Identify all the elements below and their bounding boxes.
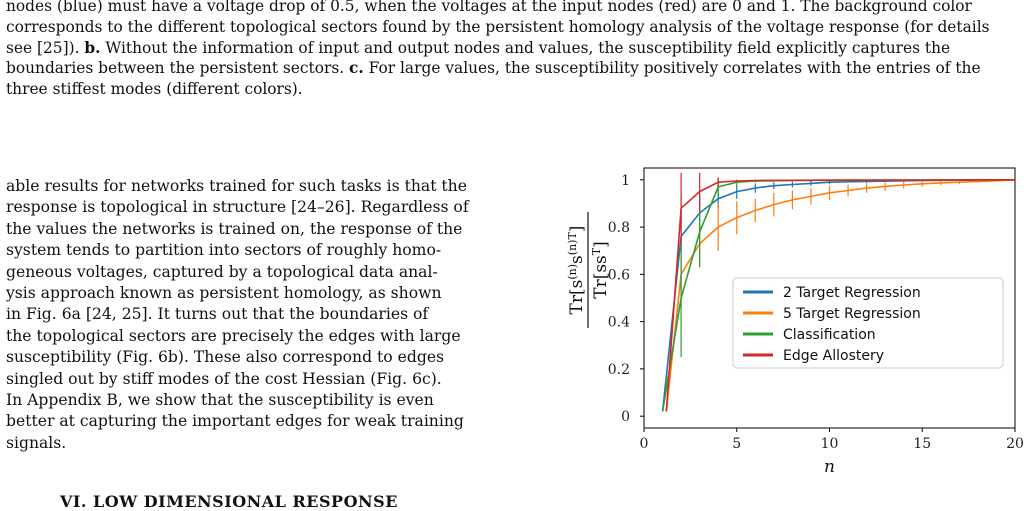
chart-svg: Tr[s(n)s(n)T] Tr[ssT] 0 5 10 15 20 0 0.2 0.4 0.6… bbox=[566, 167, 1024, 477]
panel-label-b: b. bbox=[84, 38, 101, 57]
caption-text: boundaries between the persistent sector… bbox=[6, 59, 350, 78]
body-line: susceptibility (Fig. 6b). These also cor… bbox=[6, 348, 445, 367]
y-tick-label: 0.6 bbox=[608, 267, 630, 283]
caption-line: corresponds to the different topological… bbox=[6, 17, 990, 36]
x-tick-label: 0 bbox=[640, 436, 649, 452]
x-tick-label: 5 bbox=[732, 436, 741, 452]
plot-area: 0 5 10 15 20 0 0.2 0.4 0.6 0.8 1 n 2 Target Regressi… bbox=[608, 167, 1024, 477]
body-line: system tends to partition into sectors o… bbox=[6, 241, 442, 260]
caption-line: see [25]). b. Without the information of… bbox=[6, 38, 1022, 59]
body-line: signals. bbox=[6, 433, 67, 452]
x-axis-label: n bbox=[824, 457, 835, 477]
y-tick-label: 0 bbox=[621, 409, 630, 425]
body-line: geneous voltages, captured by a topologi… bbox=[6, 262, 438, 281]
caption-text: see [25]). bbox=[6, 38, 85, 57]
body-paragraph: able results for networks trained for su… bbox=[6, 176, 506, 454]
caption-line: boundaries between the persistent sector… bbox=[6, 58, 1022, 79]
x-tick-label: 15 bbox=[913, 436, 931, 452]
legend-entry: Classification bbox=[783, 327, 876, 343]
section-heading: VI. LOW DIMENSIONAL RESPONSE bbox=[60, 492, 398, 511]
body-line: the values the networks is trained on, t… bbox=[6, 219, 463, 238]
y-tick-label: 0.4 bbox=[608, 315, 630, 331]
panel-label-c: c. bbox=[349, 59, 364, 78]
legend-entry: Edge Allostery bbox=[783, 348, 884, 364]
body-line: the topological sectors are precisely th… bbox=[6, 326, 461, 345]
body-line: ysis approach known as persistent homolo… bbox=[6, 284, 442, 303]
caption-line: nodes (blue) must have a voltage drop of… bbox=[6, 0, 972, 15]
body-line: better at capturing the important edges … bbox=[6, 412, 464, 431]
body-line: in Fig. 6a [24, 25]. It turns out that t… bbox=[6, 305, 429, 324]
body-line: response is topological in structure [24… bbox=[6, 198, 469, 217]
legend-box bbox=[732, 277, 1004, 369]
caption-line: three stiffest modes (different colors). bbox=[6, 80, 303, 99]
series-line bbox=[665, 179, 1016, 412]
figure-caption: nodes (blue) must have a voltage drop of… bbox=[6, 0, 1022, 100]
x-tick-label: 20 bbox=[1006, 436, 1024, 452]
caption-text: For large values, the susceptibility pos… bbox=[363, 59, 981, 78]
body-line: In Appendix B, we show that the suscepti… bbox=[6, 391, 434, 410]
body-line: able results for networks trained for su… bbox=[6, 177, 467, 195]
series-line bbox=[665, 179, 1016, 412]
y-tick-label: 0.8 bbox=[608, 220, 630, 236]
legend-entry: 2 Target Regression bbox=[783, 285, 921, 301]
x-tick-label: 10 bbox=[821, 436, 839, 452]
legend-entry: 5 Target Regression bbox=[783, 306, 921, 322]
svg-text:Tr[s(n)s(n)T]: Tr[s(n)s(n)T] bbox=[566, 226, 588, 315]
figure-6c: Tr[s(n)s(n)T] Tr[ssT] 0 5 10 15 20 0 0.2 0.4 0.6… bbox=[520, 160, 1029, 506]
y-axis-label: Tr[s(n)s(n)T] Tr[ssT] bbox=[566, 212, 612, 328]
y-tick-label: 1 bbox=[621, 173, 630, 189]
caption-text: Without the information of input and out… bbox=[100, 38, 951, 57]
body-line: singled out by stiff modes of the cost H… bbox=[6, 369, 442, 388]
svg-text:Tr[ssT]: Tr[ssT] bbox=[590, 241, 612, 299]
y-tick-label: 0.2 bbox=[608, 362, 630, 378]
